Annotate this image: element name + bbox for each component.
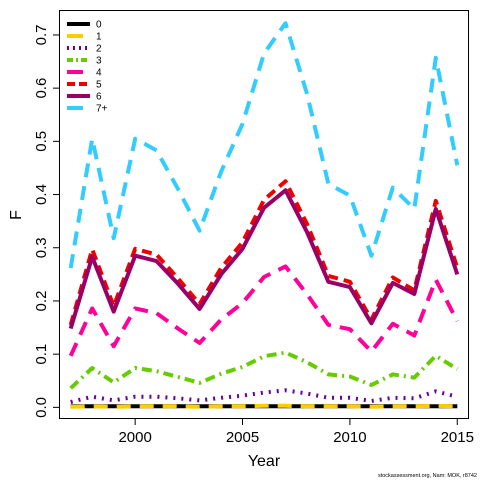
plot-lines (68, 21, 460, 409)
legend-label: 5 (96, 80, 102, 91)
y-tick-label: 0.6 (33, 78, 50, 99)
footnote: stockassessment.org, Nam: MOK, r8742 (378, 473, 477, 479)
y-tick-label: 0.5 (33, 131, 50, 152)
series-line-6 (68, 179, 460, 326)
y-tick-label: 0.7 (33, 24, 50, 45)
y-tick-label: 0.3 (33, 237, 50, 258)
legend-label: 4 (96, 68, 102, 79)
legend-label: 3 (96, 56, 102, 67)
y-tick-label: 0.2 (33, 291, 50, 312)
series-line-3 (70, 388, 458, 404)
y-tick-label: 0.0 (33, 397, 50, 418)
x-axis-label: Year (248, 453, 281, 470)
series-line-4 (69, 350, 459, 390)
legend-label: 6 (96, 92, 102, 103)
legend-label: 2 (96, 44, 102, 55)
series-line-2 (70, 403, 458, 409)
legend-label: 1 (96, 32, 102, 43)
x-axis: 2000 2005 2010 2015 (118, 418, 474, 446)
x-tick-label: 2000 (118, 429, 151, 446)
y-axis: 0.0 0.1 0.2 0.3 0.4 0.5 0.6 0.7 (33, 24, 60, 418)
plot-frame (59, 10, 469, 419)
x-tick-label: 2010 (333, 429, 366, 446)
x-tick-label: 2005 (226, 429, 259, 446)
y-tick-label: 0.1 (33, 344, 50, 365)
y-tick-label: 0.4 (33, 184, 50, 205)
legend-label: 0 (96, 20, 102, 31)
series-line-7 (68, 188, 460, 330)
y-axis-label: F (8, 210, 25, 220)
series-line-8 (68, 21, 460, 269)
legend-label: 7+ (96, 104, 108, 115)
series-line-5 (68, 264, 460, 357)
x-tick-label: 2015 (441, 429, 474, 446)
